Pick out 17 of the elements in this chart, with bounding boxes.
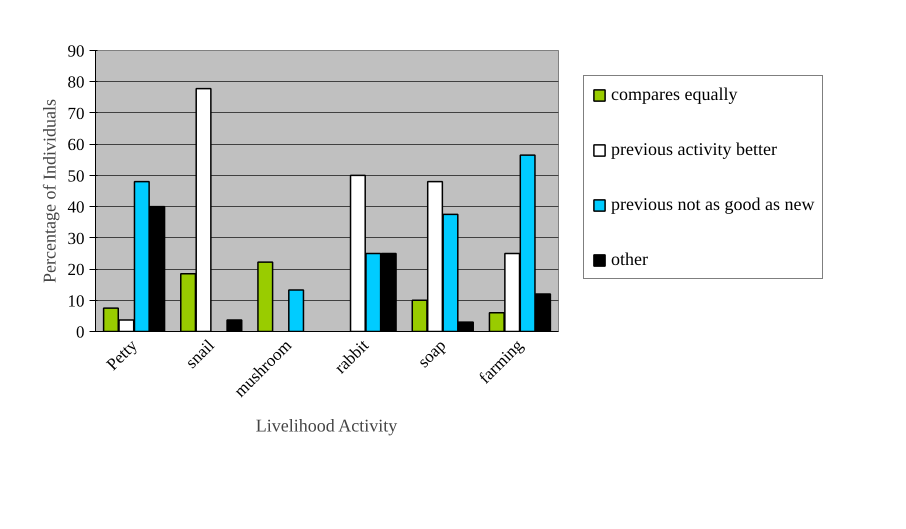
x-axis-title: Livelihood Activity (256, 415, 398, 436)
y-tick-label: 80 (68, 72, 84, 92)
y-tick-label: 90 (68, 42, 84, 60)
x-tick-label: soap (414, 336, 450, 372)
y-tick-label: 0 (76, 322, 84, 342)
legend-label: previous activity better (611, 139, 777, 160)
y-tick-label: 20 (68, 260, 84, 280)
y-tick-label: 60 (68, 135, 84, 154)
legend-label: previous not as good as new (611, 194, 814, 215)
y-tick-label: 40 (68, 198, 84, 217)
y-tick-label: 50 (68, 166, 84, 186)
y-tick-label: 70 (68, 104, 84, 123)
legend-label: other (611, 249, 648, 270)
y-tick-label: 10 (68, 291, 84, 310)
legend-label: compares equally (611, 84, 738, 105)
y-axis-title: Percentage of Individuals (40, 99, 60, 283)
y-tick-label: 30 (68, 228, 84, 248)
